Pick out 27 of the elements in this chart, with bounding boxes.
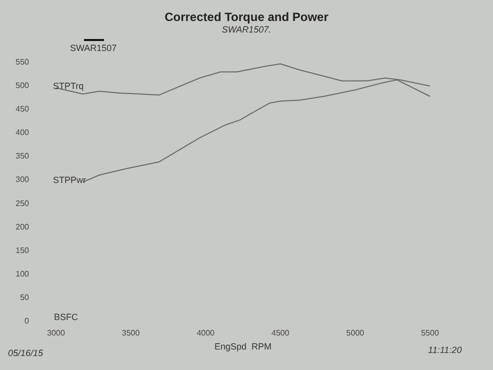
x-tick-label: 3500 <box>122 328 140 338</box>
text: 11:11:20 <box>428 345 462 355</box>
y-tick-label: 150 <box>16 246 30 255</box>
y-tick-label: 100 <box>16 269 30 278</box>
x-tick-label: 4000 <box>196 328 216 338</box>
x-axis-title: EngSpd RPM <box>214 341 272 352</box>
chart-title: Corrected Torque and Power <box>164 10 329 24</box>
y-tick-label: 0 <box>24 316 30 326</box>
annotation: BSFC <box>54 312 78 322</box>
y-tick-label: 450 <box>16 104 30 114</box>
y-tick-label: 50 <box>20 292 30 302</box>
x-tick-label: 3000 <box>47 328 66 338</box>
y-tick-label: 500 <box>16 81 30 90</box>
y-tick-label: 350 <box>16 152 30 161</box>
y-tick-label: 200 <box>16 222 30 232</box>
y-tick-label: 400 <box>16 128 30 138</box>
series-label: STPPwr <box>53 175 86 186</box>
x-tick-label: 5500 <box>421 328 440 338</box>
y-tick-label: 300 <box>16 175 30 184</box>
series-label: STPTrq <box>53 80 84 91</box>
legend-title: SWAR1507 <box>70 43 117 53</box>
x-tick-label: 5000 <box>346 328 365 338</box>
x-tick-label: 4500 <box>272 328 290 338</box>
text: 05/16/15 <box>8 348 44 358</box>
y-tick-label: 250 <box>16 198 30 208</box>
y-tick-label: 550 <box>16 58 30 66</box>
chart-subtitle: SWAR1507. <box>222 24 272 34</box>
